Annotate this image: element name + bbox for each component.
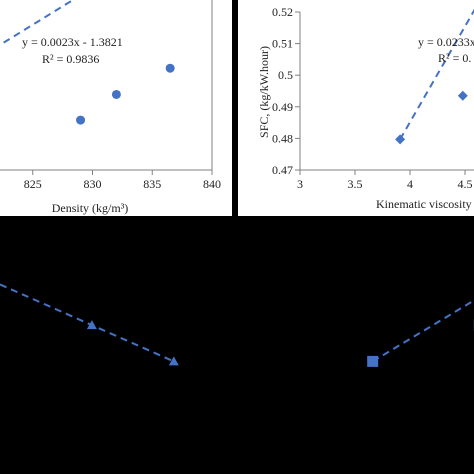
x-tick-label: 835	[143, 177, 161, 191]
x-tick-label: 840	[203, 177, 221, 191]
trend-equation: y = 0.0233x	[418, 35, 474, 49]
bottom-right-trendline	[372, 299, 474, 363]
y-tick-label: 0.52	[272, 5, 293, 19]
y-tick-label: 0.51	[272, 37, 293, 51]
x-tick-label: 825	[24, 177, 42, 191]
bottom-charts	[0, 283, 474, 367]
trendline	[399, 8, 474, 140]
data-point	[457, 90, 468, 101]
data-point	[86, 320, 97, 330]
bottom-left-trendline	[0, 283, 175, 363]
y-tick-label: 0.48	[272, 131, 293, 145]
viscosity-chart: 0.47 0.48 0.49 0.5 0.51 0.52 3 3.5 4 4.5 y = 0.0…	[257, 5, 474, 211]
trend-r-squared: R² = 0.9836	[42, 52, 99, 66]
x-tick-label: 3	[297, 177, 303, 191]
data-point	[367, 355, 379, 367]
data-point	[165, 63, 175, 73]
x-tick-label: 830	[84, 177, 102, 191]
x-tick-label: 4	[407, 177, 413, 191]
viscosity-chart-panel: 0.47 0.48 0.49 0.5 0.51 0.52 3 3.5 4 4.5 y = 0.0…	[238, 0, 474, 216]
density-chart: 825 830 835 840 y = 0.0023x - 1.3821 R² = 0…	[0, 0, 221, 215]
trend-equation: y = 0.0023x - 1.3821	[22, 35, 123, 49]
x-tick-label: 4.5	[458, 177, 473, 191]
trend-r-squared: R² = 0.	[438, 51, 471, 65]
y-tick-label: 0.47	[272, 163, 293, 177]
data-point	[395, 134, 406, 145]
data-point	[168, 356, 179, 366]
y-tick-label: 0.49	[272, 100, 293, 114]
trendline	[0, 0, 75, 47]
x-tick-label: 3.5	[348, 177, 363, 191]
x-axis-title: Kinematic viscosity	[376, 197, 472, 211]
density-chart-panel: 825 830 835 840 y = 0.0023x - 1.3821 R² = 0…	[0, 0, 232, 216]
data-point	[76, 115, 86, 125]
x-axis-title: Density (kg/m³)	[52, 201, 129, 215]
y-tick-label: 0.5	[278, 68, 293, 82]
y-axis-title: SFC, (kg/kW.hour)	[257, 46, 271, 138]
data-point	[111, 89, 121, 99]
